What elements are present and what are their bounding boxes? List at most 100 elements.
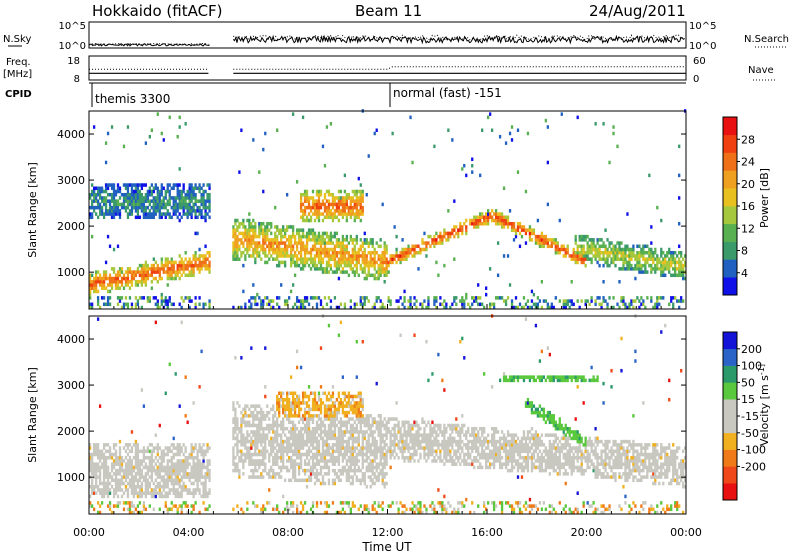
heatmap-cell [112, 196, 116, 200]
heatmap-cell [325, 260, 329, 265]
heatmap-cell [282, 439, 285, 444]
heatmap-cell [108, 183, 112, 187]
heatmap-cell [323, 510, 327, 515]
heatmap-cell [198, 212, 201, 216]
heatmap-cell [156, 263, 159, 268]
heatmap-cell [260, 443, 263, 447]
heatmap-cell [130, 510, 134, 515]
heatmap-cell [313, 433, 317, 437]
heatmap-cell [496, 212, 500, 216]
heatmap-cell [580, 254, 583, 258]
heatmap-cell [331, 202, 335, 207]
heatmap-cell [538, 234, 542, 239]
heatmap-cell [286, 407, 289, 412]
heatmap-cell [190, 443, 193, 447]
heatmap-cell [361, 260, 364, 265]
heatmap-cell [447, 234, 450, 239]
heatmap-cell [134, 279, 138, 284]
heatmap-cell [136, 183, 140, 187]
heatmap-cell [604, 257, 607, 261]
heatmap-cell [465, 292, 468, 297]
heatmap-cell [630, 267, 633, 271]
heatmap-cell [206, 446, 209, 450]
heatmap-cell [604, 250, 607, 255]
heatmap-cell [190, 504, 193, 508]
heatmap-cell [254, 439, 257, 444]
heatmap-cell [620, 257, 623, 261]
heatmap-cell [174, 494, 177, 499]
heatmap-cell [272, 247, 275, 252]
heatmap-cell [341, 420, 345, 425]
heatmap-cell [457, 228, 460, 232]
heatmap-cell [449, 305, 452, 310]
heatmap-cell [311, 234, 315, 239]
heatmap-cell [242, 231, 245, 236]
heatmap-cell [441, 241, 444, 245]
heatmap-cell [184, 455, 187, 460]
heatmap-cell [168, 468, 171, 473]
heatmap-cell [363, 452, 366, 457]
heatmap-cell [502, 186, 506, 191]
heatmap-cell [170, 501, 173, 505]
heatmap-cell [260, 433, 263, 437]
heatmap-cell [630, 254, 633, 258]
heatmap-cell [182, 443, 185, 447]
heatmap-cell [311, 260, 315, 265]
heatmap-cell [542, 299, 546, 303]
heatmap-cell [110, 209, 114, 213]
heatmap-cell [313, 426, 317, 431]
heatmap-cell [327, 430, 331, 434]
heatmap-cell [363, 254, 366, 258]
heatmap-cell [89, 501, 92, 505]
heatmap-cell [194, 491, 197, 495]
heatmap-cell [321, 449, 325, 454]
heatmap-cell [270, 426, 273, 431]
heatmap-cell [130, 283, 134, 287]
heatmap-cell [140, 510, 144, 515]
heatmap-cell [343, 414, 347, 418]
heatmap-cell [198, 465, 201, 470]
heatmap-cell [90, 305, 94, 310]
heatmap-cell [297, 468, 301, 473]
heatmap-cell [341, 215, 345, 220]
heatmap-cell [347, 420, 350, 425]
heatmap-cell [317, 260, 321, 265]
heatmap-cell [232, 430, 235, 434]
heatmap-cell [395, 254, 398, 258]
heatmap-cell [116, 286, 120, 290]
heatmap-cell [110, 183, 114, 187]
heatmap-cell [192, 263, 195, 268]
heatmap-cell [150, 491, 153, 495]
heatmap-cell [528, 305, 532, 310]
heatmap-cell [184, 199, 187, 203]
heatmap-cell [160, 449, 163, 454]
heatmap-cell [194, 468, 197, 473]
heatmap-cell [367, 263, 370, 268]
heatmap-cell [433, 238, 436, 242]
heatmap-cell [357, 394, 360, 399]
heatmap-cell [546, 238, 549, 242]
heatmap-cell [110, 286, 114, 290]
heatmap-cell [236, 462, 239, 466]
heatmap-cell [662, 250, 665, 255]
heatmap-cell [274, 446, 277, 450]
heatmap-cell [319, 202, 323, 207]
heatmap-cell [299, 459, 303, 463]
heatmap-cell [150, 215, 153, 220]
heatmap-cell [284, 397, 287, 402]
heatmap-cell [311, 404, 315, 408]
heatmap-cell [473, 296, 476, 300]
heatmap-cell [178, 254, 181, 258]
heatmap-cell [293, 404, 297, 408]
heatmap-cell [160, 260, 163, 265]
heatmap-cell [656, 205, 659, 210]
heatmap-cell [138, 501, 142, 505]
heatmap-cell [439, 241, 442, 245]
heatmap-cell [154, 484, 157, 489]
heatmap-cell [528, 231, 532, 236]
heatmap-cell [200, 186, 203, 191]
heatmap-cell [477, 296, 480, 300]
heatmap-cell [160, 212, 163, 216]
heatmap-cell [102, 302, 106, 307]
heatmap-cell [204, 209, 207, 213]
